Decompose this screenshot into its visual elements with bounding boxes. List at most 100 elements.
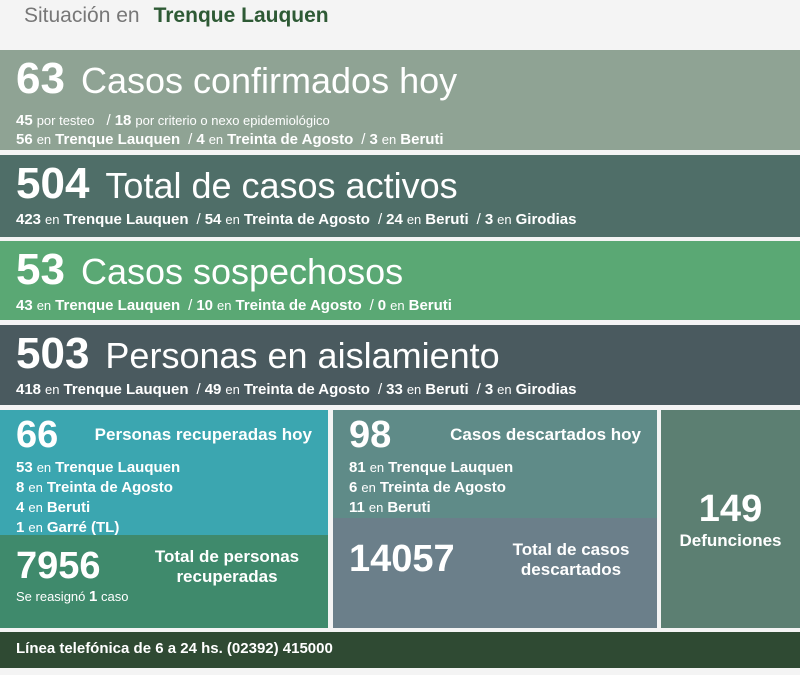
line: 6 en Treinta de Agosto: [349, 478, 641, 498]
separator: /: [188, 297, 193, 314]
item-number: 418: [16, 381, 42, 398]
separator: /: [377, 211, 383, 228]
separator: /: [188, 131, 193, 148]
item-word: por criterio o nexo epidemiológico: [135, 113, 330, 128]
item-place: Trenque Lauquen: [63, 211, 189, 228]
item-place: Trenque Lauquen: [55, 131, 181, 148]
item-number: 423: [16, 211, 42, 228]
item-number: 24: [386, 211, 403, 228]
item-word: en: [36, 298, 52, 313]
item-number: 56: [16, 131, 33, 148]
item-place: Treinta de Agosto: [379, 479, 506, 496]
panel-line: 418 en Trenque Lauquen/49 en Treinta de Agos…: [16, 381, 784, 398]
heading: 7956 Total de personas recuperadas: [16, 545, 312, 588]
line: 11 en Beruti: [349, 498, 641, 518]
item-place: Trenque Lauquen: [55, 459, 181, 476]
item-place: Beruti: [46, 499, 91, 516]
item-place: Trenque Lauquen: [388, 459, 514, 476]
item-word: en: [390, 298, 405, 313]
item-word: en: [497, 382, 512, 397]
panel-title: Casos sospechosos: [80, 251, 404, 292]
item-word: en: [217, 298, 232, 313]
item-word: por testeo: [36, 113, 95, 128]
separator: /: [196, 381, 201, 398]
item-number: 6: [349, 479, 358, 496]
item-number: 8: [16, 479, 25, 496]
panel-heading: 63 Casos confirmados hoy: [16, 54, 784, 110]
item-number: 1: [16, 519, 25, 536]
title: Casos descartados hoy: [450, 425, 641, 444]
item-place: Beruti: [425, 381, 469, 398]
item-place: Treinta de Agosto: [243, 381, 370, 398]
item-number: 49: [204, 381, 222, 398]
line: 1 en Garré (TL): [16, 518, 312, 538]
item-place: Beruti: [425, 211, 469, 228]
panel: 53 Casos sospechosos 43 en Trenque Lauquen/1…: [0, 241, 800, 320]
note-text: Se reasignó: [16, 589, 86, 604]
item-place: Girodias: [515, 381, 577, 398]
title: Total de personas recuperadas: [154, 546, 300, 586]
note-unit: caso: [100, 589, 129, 604]
item-word: en: [208, 132, 224, 147]
note-num: 1: [89, 588, 98, 605]
number: 7956: [16, 545, 101, 587]
number: 14057: [349, 538, 455, 580]
item-place: Trenque Lauquen: [55, 297, 181, 314]
footer: Línea telefónica de 6 a 24 hs. (02392) 4…: [0, 632, 800, 668]
panel-line: 56 en Trenque Lauquen/4 en Treinta de Agosto…: [16, 131, 784, 148]
separator: /: [106, 112, 111, 129]
panel: 504 Total de casos activos 423 en Trenque La…: [0, 155, 800, 237]
item-number: 3: [484, 381, 494, 398]
item-number: 3: [369, 131, 378, 148]
item-place: Treinta de Agosto: [227, 131, 354, 148]
number: 98: [349, 413, 392, 456]
panel: 63 Casos confirmados hoy 45 por testeo/18 po…: [0, 50, 800, 150]
discarded-total: 14057 Total de casos descartados: [333, 518, 657, 628]
panel-number: 53: [16, 245, 65, 294]
panel-number: 503: [16, 329, 90, 378]
item-number: 11: [349, 499, 365, 516]
item-word: en: [497, 212, 512, 227]
item-place: Girodias: [515, 211, 577, 228]
panel-title: Casos confirmados hoy: [80, 60, 458, 101]
panel-title: Personas en aislamiento: [105, 335, 500, 376]
recovered-total: 7956 Total de personas recuperadas Se reas…: [0, 535, 328, 628]
panel-number: 63: [16, 54, 65, 103]
panel-heading: 503 Personas en aislamiento: [16, 329, 784, 379]
item-number: 81: [349, 459, 366, 476]
item-place: Beruti: [387, 499, 431, 516]
item-place: Trenque Lauquen: [63, 381, 189, 398]
header: Situación en Trenque Lauquen: [24, 4, 329, 28]
separator: /: [476, 211, 481, 228]
header-place: Trenque Lauquen: [153, 4, 329, 27]
item-number: 43: [16, 297, 33, 314]
item-place: Treinta de Agosto: [235, 297, 362, 314]
item-word: en: [45, 212, 60, 227]
footer-text: Línea telefónica de 6 a 24 hs. (02392) 4…: [16, 640, 333, 657]
heading: 14057 Total de casos descartados: [349, 538, 641, 581]
discarded: 98 Casos descartados hoy 81 en Trenque Lauqu…: [333, 410, 657, 518]
item-word: en: [361, 480, 376, 495]
line: 8 en Treinta de Agosto: [16, 478, 312, 498]
item-place: Beruti: [400, 131, 444, 148]
panel-line: 423 en Trenque Lauquen/54 en Treinta de Agos…: [16, 211, 784, 228]
number: 149: [698, 487, 763, 530]
panel-line: 45 por testeo /18 por criterio o nexo epide…: [16, 112, 784, 129]
panel-title: Total de casos activos: [105, 165, 458, 206]
panel-heading: 504 Total de casos activos: [16, 159, 784, 209]
item-number: 3: [484, 211, 494, 228]
item-number: 0: [377, 297, 387, 314]
item-number: 18: [114, 112, 132, 129]
item-word: en: [28, 480, 43, 495]
line: 4 en Beruti: [16, 498, 312, 518]
item-word: en: [36, 460, 52, 475]
title: Personas recuperadas hoy: [94, 425, 312, 444]
item-number: 53: [16, 459, 33, 476]
separator: /: [377, 381, 383, 398]
title: Defunciones: [679, 530, 782, 550]
item-word: en: [28, 520, 43, 535]
separator: /: [476, 381, 481, 398]
separator: /: [369, 297, 374, 314]
panel-line: 43 en Trenque Lauquen/10 en Treinta de Agost…: [16, 297, 784, 314]
heading: 66 Personas recuperadas hoy: [16, 412, 312, 458]
